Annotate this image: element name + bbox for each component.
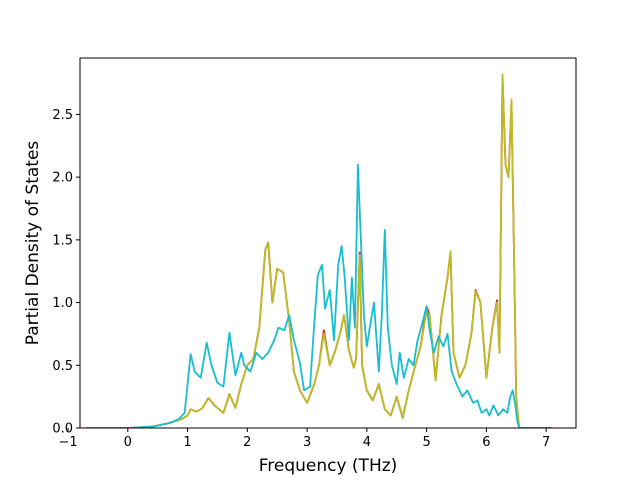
plot-frame [79,57,577,429]
x-tick-label: 7 [542,435,550,450]
y-tick-label: 2.5 [52,108,73,123]
x-tick-label: 2 [243,435,251,450]
y-axis-label: Partial Density of States [23,141,43,346]
pdos-series-line-2 [86,73,553,428]
x-tick-label: 3 [303,435,311,450]
series-layer [86,73,553,428]
y-tick-label: 0.0 [52,422,73,437]
plot-area [79,57,577,429]
x-axis-label: Frequency (THz) [259,456,398,476]
y-tick-label: 1.5 [52,233,73,248]
x-tick-label: 1 [183,435,191,450]
y-tick-label: 0.5 [52,359,73,374]
x-tick-label: 6 [482,435,490,450]
x-tick-label: 0 [124,435,132,450]
x-tick-label: 5 [422,435,430,450]
x-axis: −1 0 1 2 3 4 5 6 7 [58,428,550,450]
y-tick-label: 1.0 [52,296,73,311]
y-tick-label: 2.0 [52,171,73,186]
pdos-series-line-3 [86,163,553,428]
y-axis: 0.0 0.5 1.0 1.5 2.0 2.5 [52,108,80,437]
x-tick-label: 4 [363,435,371,450]
x-tick-label: −1 [58,435,77,450]
